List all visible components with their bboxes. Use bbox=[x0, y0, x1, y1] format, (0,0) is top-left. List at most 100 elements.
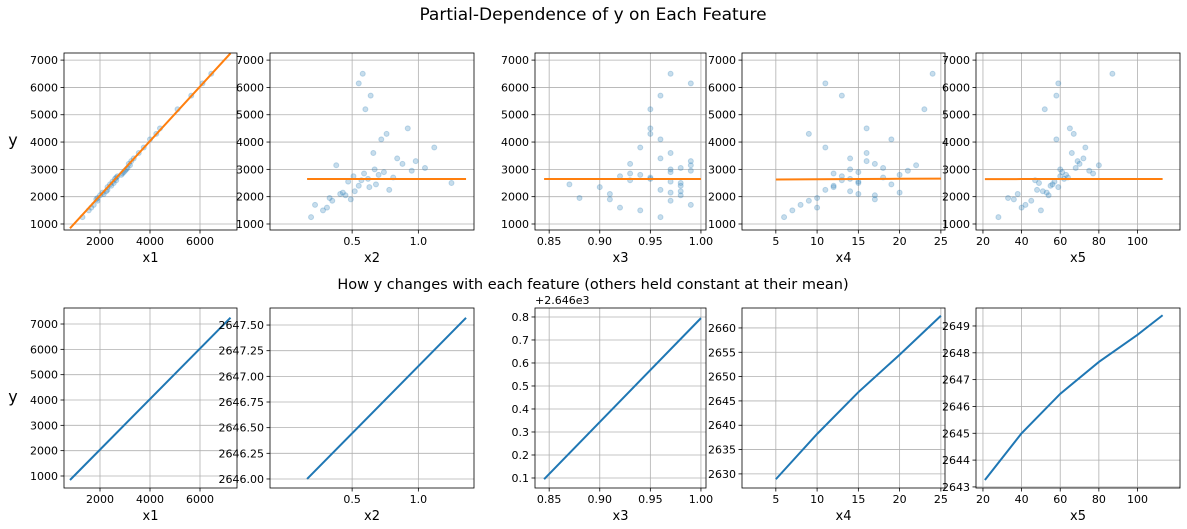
x-tick-label: 80 bbox=[1092, 493, 1106, 506]
y-tick-label: 3000 bbox=[942, 163, 970, 176]
y-axis-label: y bbox=[8, 387, 17, 406]
point bbox=[347, 196, 354, 203]
point bbox=[913, 162, 920, 169]
y-tick-label: 6000 bbox=[30, 343, 58, 356]
y-tick-label: 2000 bbox=[30, 191, 58, 204]
point bbox=[1045, 192, 1052, 199]
subplot: 2000 4000 6000 1000 2000 3000 4000 5000 6000 7000… bbox=[8, 307, 238, 524]
x-tick-label: 0.85 bbox=[537, 235, 562, 248]
y-tick-label: 5000 bbox=[942, 109, 970, 122]
point bbox=[339, 189, 346, 196]
y-tick-label: 7000 bbox=[236, 54, 264, 67]
point bbox=[677, 182, 684, 189]
point bbox=[399, 160, 406, 167]
plot-area bbox=[775, 70, 941, 221]
point bbox=[863, 158, 870, 165]
x-tick-label: 100 bbox=[1127, 235, 1148, 248]
point bbox=[386, 186, 393, 193]
x-tick-label: 20 bbox=[976, 235, 990, 248]
figure-title: Partial-Dependence of y on Each Feature bbox=[419, 5, 766, 25]
x-tick-label: 0.85 bbox=[537, 493, 562, 506]
point bbox=[677, 188, 684, 195]
point bbox=[677, 164, 684, 171]
y-tick-label: 2647.50 bbox=[219, 319, 265, 332]
x-tick-label: 5 bbox=[772, 493, 779, 506]
point bbox=[1059, 169, 1066, 176]
axes-frame bbox=[63, 52, 238, 231]
y-tick-label: 2646 bbox=[942, 400, 970, 413]
y-tick-label: 1000 bbox=[942, 218, 970, 231]
y-tick-label: 4000 bbox=[30, 136, 58, 149]
point bbox=[1014, 190, 1021, 197]
x-axis-label: x3 bbox=[613, 509, 629, 524]
plot-area bbox=[307, 70, 467, 221]
y-tick-label: 2660 bbox=[708, 322, 736, 335]
x-tick-label: 0.90 bbox=[588, 493, 613, 506]
point bbox=[677, 180, 684, 187]
point bbox=[929, 70, 936, 77]
axes-frame bbox=[534, 52, 707, 231]
point bbox=[351, 188, 358, 195]
point bbox=[627, 170, 634, 177]
point bbox=[1090, 170, 1097, 177]
x-tick-label: 2000 bbox=[86, 235, 114, 248]
x-axis-label: x2 bbox=[364, 251, 380, 266]
y-tick-label: 3000 bbox=[708, 163, 736, 176]
subplot: 5 10 15 20 25 1000 2000 3000 4000 5000 6000 7000 x4 bbox=[708, 52, 948, 266]
subplot: 0.85 0.90 0.95 1.00 1000 2000 3000 4000 5000 6000… bbox=[501, 52, 714, 266]
point bbox=[421, 164, 428, 171]
x-tick-label: 1.00 bbox=[689, 493, 714, 506]
y-tick-label: 2647.25 bbox=[219, 345, 265, 358]
axes-frame bbox=[269, 52, 475, 231]
point bbox=[394, 155, 401, 162]
y-tick-label: 2649 bbox=[942, 320, 970, 333]
point bbox=[814, 204, 821, 211]
x-axis-label: x2 bbox=[364, 509, 380, 524]
axes-frame bbox=[534, 307, 707, 489]
y-tick-label: 1000 bbox=[236, 218, 264, 231]
point bbox=[1057, 166, 1064, 173]
point bbox=[667, 169, 674, 176]
y-tick-label: 6000 bbox=[942, 81, 970, 94]
y-axis-label: y bbox=[8, 131, 17, 150]
point bbox=[687, 201, 694, 208]
x-tick-label: 15 bbox=[851, 235, 865, 248]
y-tick-label: 4000 bbox=[708, 136, 736, 149]
point bbox=[383, 130, 390, 137]
point bbox=[657, 136, 664, 143]
point bbox=[657, 155, 664, 162]
point bbox=[576, 195, 583, 202]
x-tick-label: 10 bbox=[810, 493, 824, 506]
point bbox=[333, 162, 340, 169]
x-tick-label: 1.00 bbox=[689, 235, 714, 248]
point bbox=[350, 173, 357, 180]
point bbox=[838, 92, 845, 99]
point bbox=[888, 181, 895, 188]
y-tick-label: 5000 bbox=[236, 109, 264, 122]
y-tick-label: 5000 bbox=[30, 109, 58, 122]
plot-area bbox=[775, 315, 942, 480]
x-axis-label: x1 bbox=[143, 251, 159, 266]
point bbox=[781, 214, 788, 221]
point bbox=[1022, 201, 1029, 208]
x-tick-label: 0.90 bbox=[588, 235, 613, 248]
line bbox=[69, 53, 232, 229]
y-tick-label: 2000 bbox=[236, 191, 264, 204]
point bbox=[822, 80, 829, 87]
x-tick-label: 60 bbox=[1053, 493, 1067, 506]
point bbox=[342, 192, 349, 199]
axes-frame bbox=[269, 307, 475, 489]
plot-area bbox=[543, 317, 702, 480]
axis-offset-label: +2.646e3 bbox=[535, 294, 589, 307]
subplot: 0.85 0.90 0.95 1.00 0.1 0.2 0.3 0.4 0.5 0.6 0.7 0.8… bbox=[512, 294, 714, 524]
axes-frame bbox=[975, 52, 1181, 231]
point bbox=[687, 80, 694, 87]
point bbox=[1047, 182, 1054, 189]
point bbox=[359, 70, 366, 77]
y-tick-label: 3000 bbox=[236, 163, 264, 176]
point bbox=[355, 182, 362, 189]
point bbox=[1039, 188, 1046, 195]
point bbox=[687, 167, 694, 174]
point bbox=[657, 186, 664, 193]
